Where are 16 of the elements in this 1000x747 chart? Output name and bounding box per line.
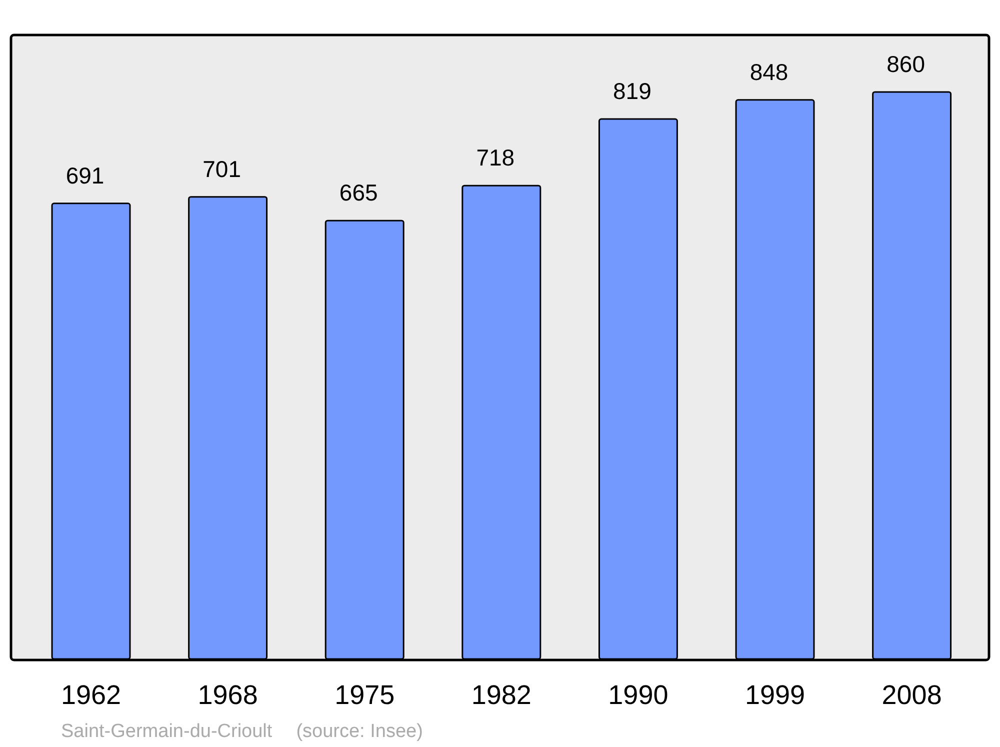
data-label: 691 [66, 162, 104, 188]
data-label: 819 [613, 78, 652, 104]
data-label: 848 [750, 58, 788, 85]
data-label: 665 [339, 180, 378, 206]
x-tick-label: 1975 [334, 680, 395, 710]
data-label: 860 [886, 51, 925, 77]
x-tick-label: 1999 [744, 680, 806, 710]
x-tick-label: 1990 [608, 680, 668, 710]
x-tick-label: 1962 [60, 680, 122, 710]
x-tick-label: 1982 [471, 680, 532, 710]
data-label: 701 [202, 156, 241, 182]
x-tick-label: 1968 [198, 680, 258, 710]
text: (source: Insee) [296, 721, 423, 742]
x-tick-label: 2008 [882, 680, 942, 710]
text: Saint-Germain-du-Crioult [61, 721, 273, 742]
data-label: 718 [476, 144, 515, 171]
